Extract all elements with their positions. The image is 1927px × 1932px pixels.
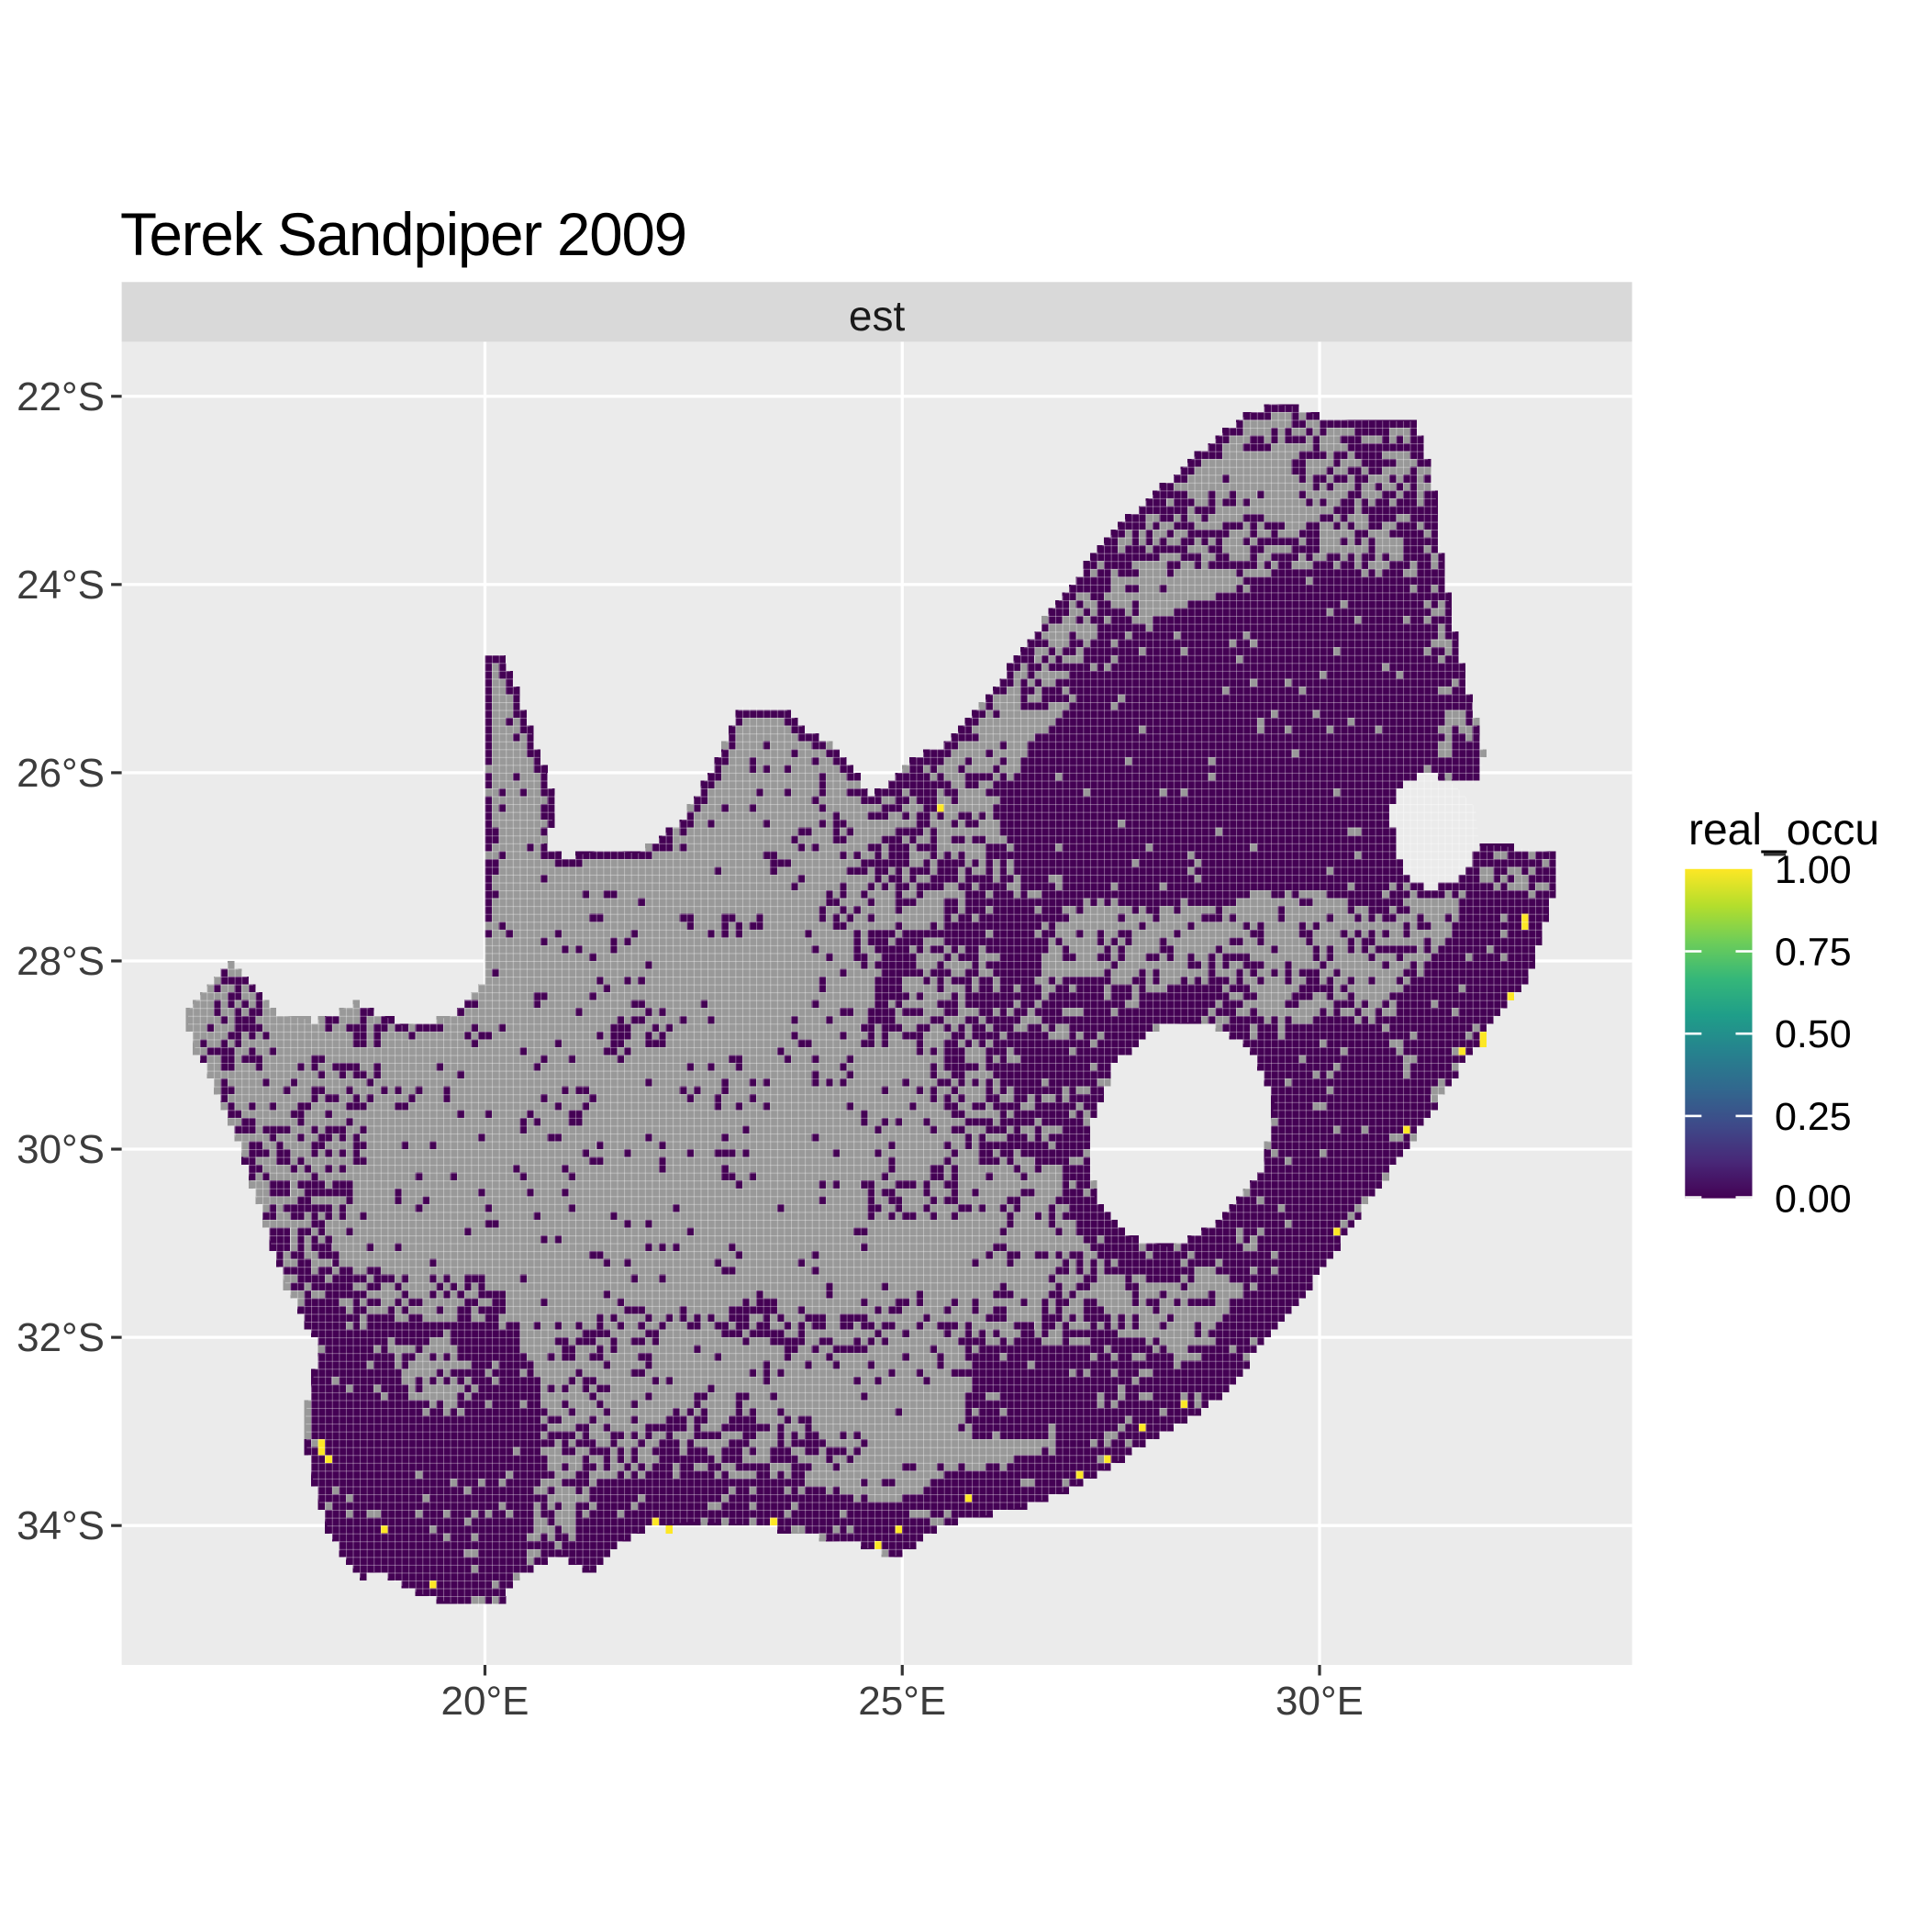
svg-text:0.00: 0.00 bbox=[1775, 1178, 1852, 1222]
svg-text:22°S: 22°S bbox=[17, 374, 105, 419]
svg-text:28°S: 28°S bbox=[17, 939, 105, 984]
svg-text:34°S: 34°S bbox=[17, 1503, 105, 1548]
svg-text:30°E: 30°E bbox=[1275, 1679, 1364, 1724]
svg-text:24°S: 24°S bbox=[17, 563, 105, 608]
svg-text:real_occu: real_occu bbox=[1688, 806, 1879, 854]
svg-text:1.00: 1.00 bbox=[1775, 848, 1852, 892]
svg-text:26°S: 26°S bbox=[17, 751, 105, 796]
svg-text:est: est bbox=[849, 292, 906, 340]
svg-text:0.25: 0.25 bbox=[1775, 1095, 1852, 1139]
svg-text:0.50: 0.50 bbox=[1775, 1012, 1852, 1056]
svg-text:Terek Sandpiper 2009: Terek Sandpiper 2009 bbox=[120, 201, 686, 268]
svg-text:20°E: 20°E bbox=[441, 1679, 529, 1724]
svg-text:0.75: 0.75 bbox=[1775, 931, 1852, 975]
svg-text:32°S: 32°S bbox=[17, 1315, 105, 1360]
svg-text:30°S: 30°S bbox=[17, 1127, 105, 1172]
svg-text:25°E: 25°E bbox=[858, 1679, 946, 1724]
